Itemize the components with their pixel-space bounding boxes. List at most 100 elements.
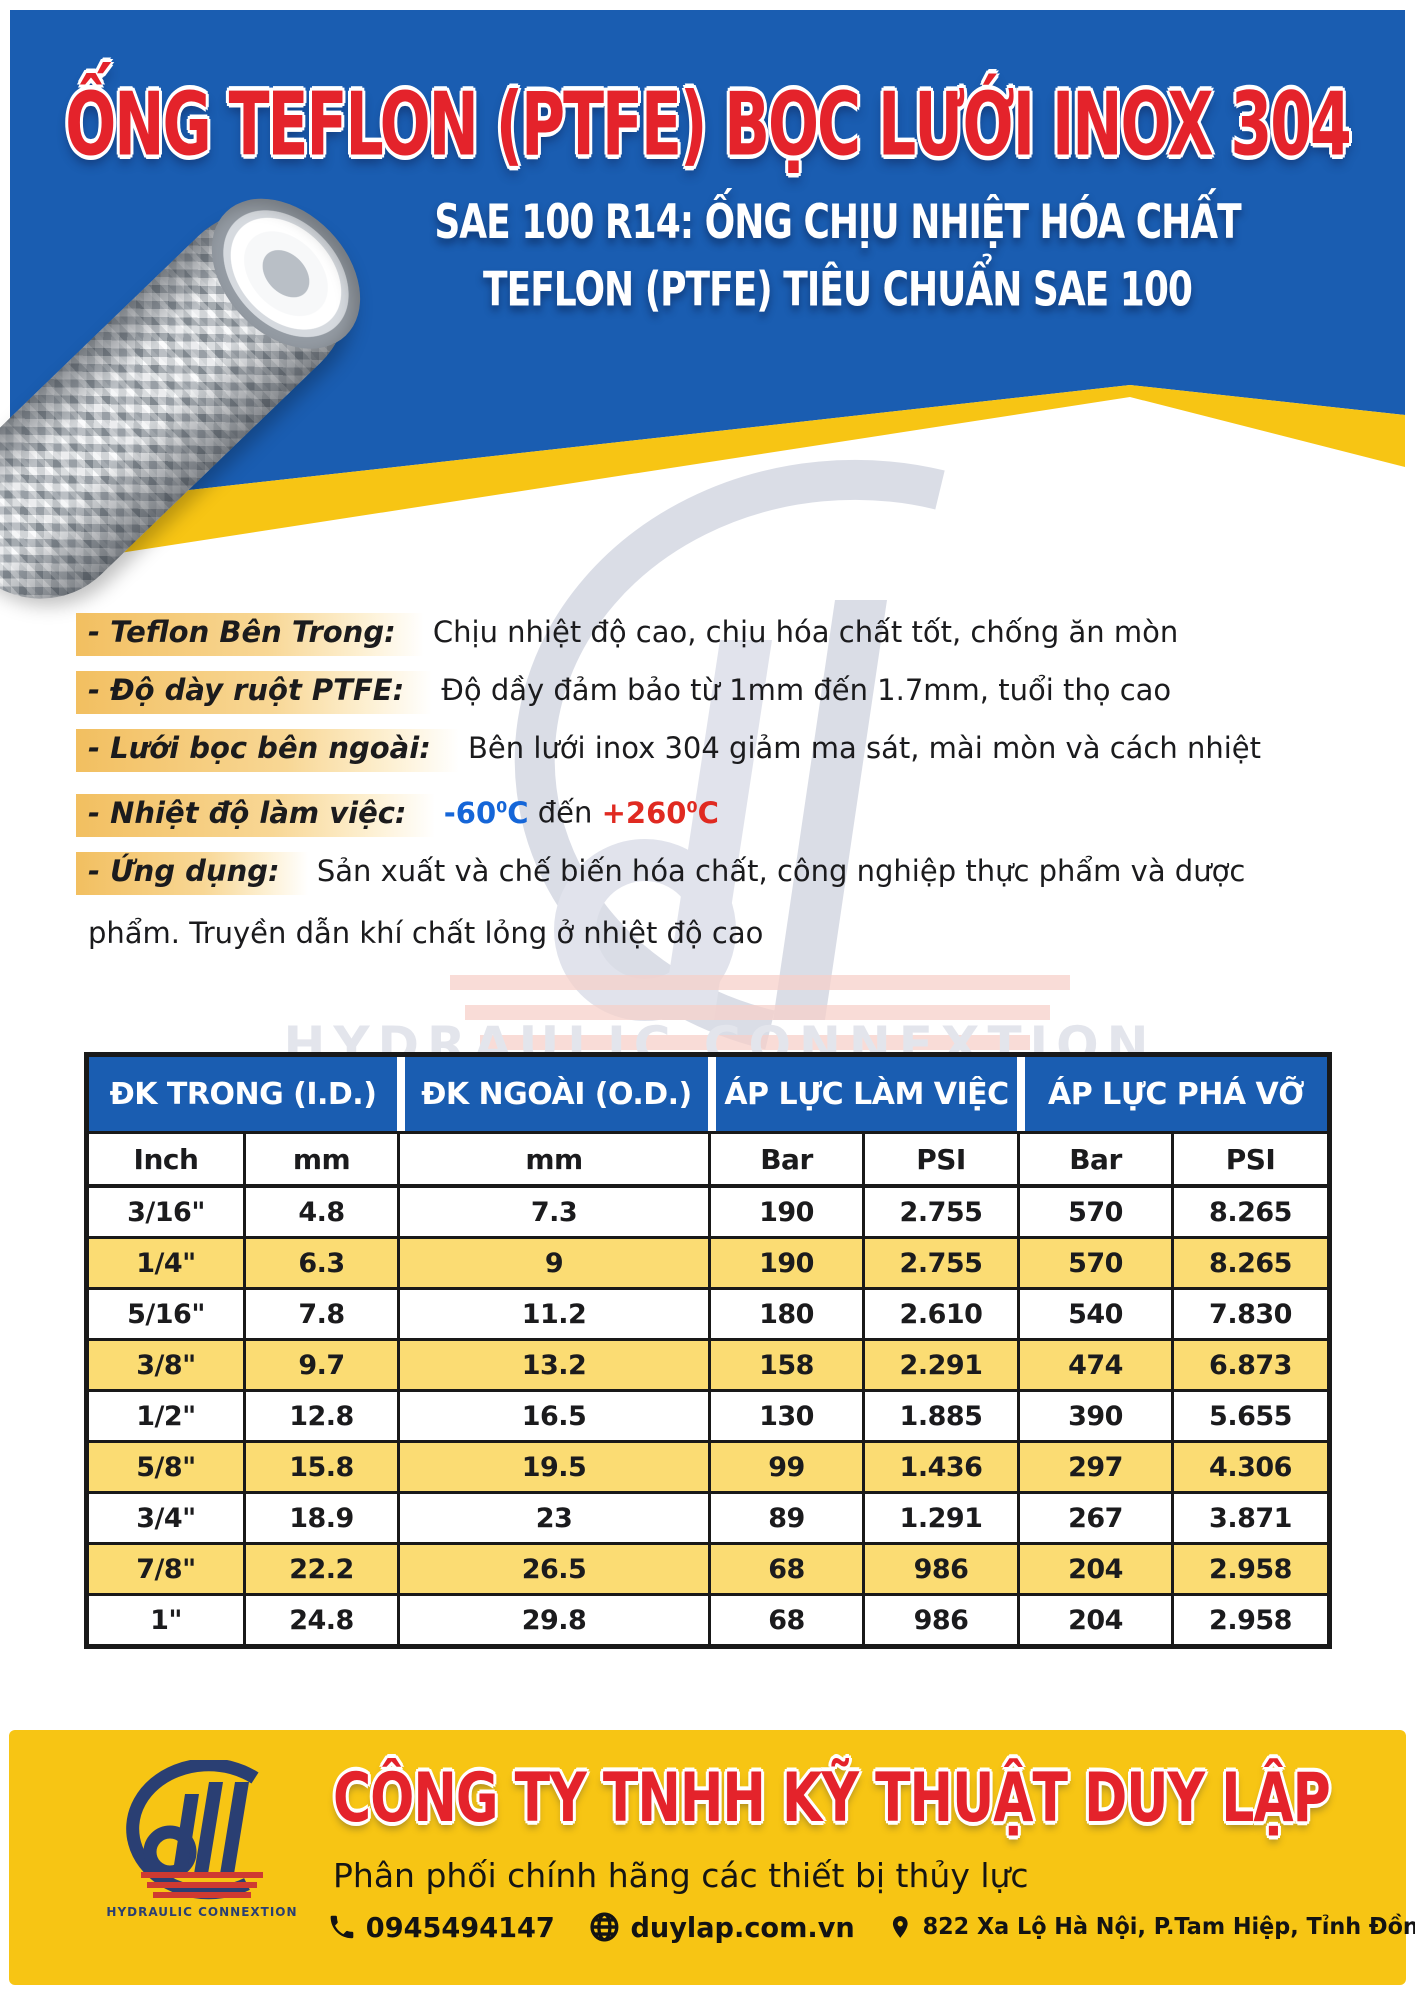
unit-header-cell: mm [243,1134,397,1184]
temp-connector: đến [537,795,593,830]
table-cell: 9 [397,1239,708,1287]
temp-low-value: -600C [443,795,529,830]
unit-header-cell: PSI [1171,1134,1327,1184]
table-cell: 7.3 [397,1188,708,1236]
table-cell: 2.958 [1171,1596,1327,1644]
column-group-header: ĐK TRONG (I.D.) [89,1057,397,1131]
table-cell: 7/8" [136,1553,196,1585]
feature-item: - Teflon Bên Trong: Chịu nhiệt độ cao, c… [76,612,1374,656]
table-cell: 180 [708,1290,862,1338]
table-cell: 986 [862,1545,1017,1593]
table-cell: 6.3 [243,1239,397,1287]
spec-table: ĐK TRONG (I.D.) ĐK NGOÀI (O.D.) ÁP LỰC LÀM… [84,1052,1332,1649]
unit-header-cell: PSI [862,1134,1017,1184]
table-row: 5/8" 15.8 19.5 99 1.436 297 4.306 [89,1443,1327,1494]
column-group-header: ĐK NGOÀI (O.D.) [397,1057,708,1131]
features-list: - Teflon Bên Trong: Chịu nhiệt độ cao, c… [76,612,1374,950]
table-cell: 190 [708,1239,862,1287]
table-cell: 11.2 [397,1290,708,1338]
table-row: 3/4" 18.9 23 89 1.291 267 3.871 [89,1494,1327,1545]
table-cell: 130 [708,1392,862,1440]
table-cell: 2.610 [862,1290,1017,1338]
table-cell: 570 [1017,1239,1171,1287]
table-cell: 2.755 [862,1188,1017,1236]
feature-text: Sản xuất và chế biến hóa chất, công nghi… [316,853,1246,888]
table-cell: 3/4" [136,1502,196,1534]
feature-label: - Lưới bọc bên ngoài: [76,729,459,772]
feature-text: Chịu nhiệt độ cao, chịu hóa chất tốt, ch… [432,615,1179,649]
globe-icon [590,1912,619,1942]
unit-header-cell: Inch [133,1142,199,1176]
page-title: ỐNG TEFLON (PTFE) BỌC LƯỚI INOX 304 [65,74,1352,177]
contact-phone: 0945494147 [327,1911,555,1944]
table-cell: 7.830 [1171,1290,1327,1338]
table-cell: 1/4" [136,1247,196,1279]
feature-item: - Nhiệt độ làm việc: -600C đến +2600C [76,786,1374,837]
table-cell: 89 [708,1494,862,1542]
table-cell: 5.655 [1171,1392,1327,1440]
table-row: 7/8" 22.2 26.5 68 986 204 2.958 [89,1545,1327,1596]
table-cell: 1.436 [862,1443,1017,1491]
temp-high-value: +2600C [601,795,719,830]
company-logo: HYDRAULIC CONNEXTION [106,1760,297,1919]
column-group-header: ÁP LỰC LÀM VIỆC [708,1057,1017,1131]
table-cell: 8.265 [1171,1188,1327,1236]
temp-low-sup: 0 [496,797,508,816]
address-text: 822 Xa Lộ Hà Nội, P.Tam Hiệp, Tỉnh Đồng … [922,1914,1415,1940]
temp-high-sup: 0 [686,797,698,816]
table-cell: 18.9 [243,1494,397,1542]
feature-label: - Nhiệt độ làm việc: [76,793,435,837]
table-cell: 23 [397,1494,708,1542]
column-group-header: ÁP LỰC PHÁ VỠ [1017,1057,1327,1131]
table-cell: 570 [1017,1188,1171,1236]
table-units-row: Inch mm mm Bar PSI Bar PSI [89,1134,1327,1188]
table-cell: 8.265 [1171,1239,1327,1287]
unit-header-cell: Bar [708,1134,862,1184]
table-row: 5/16" 7.8 11.2 180 2.610 540 7.830 [89,1290,1327,1341]
table-cell: 204 [1017,1596,1171,1644]
phone-icon [330,1915,354,1939]
table-cell: 15.8 [243,1443,397,1491]
company-name: CÔNG TY TNHH KỸ THUẬT DUY LẬP [333,1760,1331,1838]
table-row: 1/2" 12.8 16.5 130 1.885 390 5.655 [89,1392,1327,1443]
table-cell: 29.8 [397,1596,708,1644]
table-cell: 4.8 [243,1188,397,1236]
table-cell: 1.291 [862,1494,1017,1542]
table-cell: 3/8" [136,1349,196,1381]
table-cell: 9.7 [243,1341,397,1389]
table-cell: 68 [708,1545,862,1593]
unit-header-cell: mm [397,1134,708,1184]
table-cell: 19.5 [397,1443,708,1491]
table-row: 3/8" 9.7 13.2 158 2.291 474 6.873 [89,1341,1327,1392]
table-cell: 3/16" [127,1196,205,1228]
feature-label: - Độ dày ruột PTFE: [76,671,433,714]
company-tagline: Phân phối chính hãng các thiết bị thủy l… [333,1856,1029,1895]
table-cell: 16.5 [397,1392,708,1440]
subtitle-line-2: TEFLON (PTFE) TIÊU CHUẨN SAE 100 [483,264,1193,318]
feature-item: - Độ dày ruột PTFE: Độ dầy đảm bảo từ 1m… [76,670,1374,714]
phone-number: 0945494147 [365,1910,555,1944]
table-cell: 5/16" [127,1298,205,1330]
feature-item: - Ứng dụng: Sản xuất và chế biến hóa chấ… [76,851,1374,895]
table-group-header-row: ĐK TRONG (I.D.) ĐK NGOÀI (O.D.) ÁP LỰC LÀM… [89,1057,1327,1134]
table-row: 3/16" 4.8 7.3 190 2.755 570 8.265 [89,1188,1327,1239]
table-cell: 1.885 [862,1392,1017,1440]
table-cell: 474 [1017,1341,1171,1389]
table-cell: 13.2 [397,1341,708,1389]
unit-header-cell: Bar [1017,1134,1171,1184]
footer: HYDRAULIC CONNEXTION CÔNG TY TNHH KỸ THU… [9,1730,1415,1985]
table-cell: 26.5 [397,1545,708,1593]
table-cell: 4.306 [1171,1443,1327,1491]
website-url: duylap.com.vn [630,1910,855,1944]
feature-label: - Ứng dụng: [76,851,308,895]
table-cell: 3.871 [1171,1494,1327,1542]
feature-text: Độ dầy đảm bảo từ 1mm đến 1.7mm, tuổi th… [441,673,1172,707]
location-pin-icon [892,1916,908,1938]
footer-contacts: 0945494147 duylap.com.vn 822 Xa Lộ Hà Nộ… [327,1910,1415,1944]
table-cell: 158 [708,1341,862,1389]
table-cell: 24.8 [243,1596,397,1644]
table-cell: 12.8 [243,1392,397,1440]
table-cell: 7.8 [243,1290,397,1338]
table-cell: 390 [1017,1392,1171,1440]
table-cell: 1" [150,1604,182,1636]
